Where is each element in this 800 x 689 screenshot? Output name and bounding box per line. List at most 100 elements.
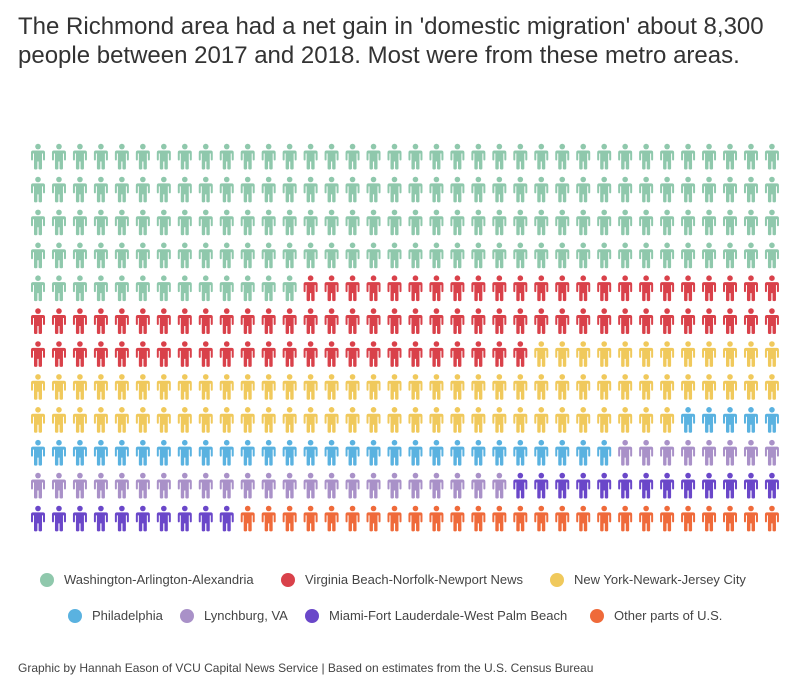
person-icon-lynchburg bbox=[114, 472, 129, 499]
person-icon-new-york bbox=[31, 407, 45, 433]
person-icon-other bbox=[723, 505, 738, 532]
person-icon-washington bbox=[681, 176, 696, 203]
person-icon-washington bbox=[51, 209, 66, 236]
person-icon-miami bbox=[93, 505, 108, 532]
person-icon-washington bbox=[93, 209, 108, 236]
person-icon-new-york bbox=[240, 407, 255, 433]
person-icon-virginia-beach bbox=[156, 308, 171, 334]
person-icon-new-york bbox=[135, 374, 150, 400]
person-icon-virginia-beach bbox=[303, 308, 318, 334]
person-icon-new-york bbox=[282, 374, 297, 400]
person-icon-virginia-beach bbox=[723, 308, 738, 334]
person-icon-lynchburg bbox=[408, 472, 423, 499]
person-icon-washington bbox=[93, 242, 108, 269]
person-icon-washington bbox=[135, 209, 150, 236]
person-icon-miami bbox=[723, 472, 738, 499]
person-icon-new-york bbox=[345, 374, 360, 400]
person-icon-washington bbox=[51, 275, 66, 302]
person-icon-virginia-beach bbox=[387, 341, 402, 367]
person-icon-washington bbox=[723, 143, 738, 170]
person-icon-virginia-beach bbox=[492, 275, 507, 302]
person-icon-lynchburg bbox=[219, 472, 234, 499]
person-icon-washington bbox=[660, 209, 675, 236]
person-icon-virginia-beach bbox=[114, 341, 129, 367]
person-icon-miami bbox=[660, 472, 675, 499]
person-icon-new-york bbox=[639, 374, 654, 400]
person-icon-new-york bbox=[198, 374, 213, 400]
person-icon-virginia-beach bbox=[282, 341, 297, 367]
legend-item-miami: Miami-Fort Lauderdale-West Palm Beach bbox=[305, 608, 567, 623]
person-icon-new-york bbox=[240, 374, 255, 400]
person-icon-miami bbox=[702, 472, 717, 499]
person-icon-lynchburg bbox=[31, 472, 45, 499]
person-icon-washington bbox=[618, 242, 633, 269]
person-icon-philadelphia bbox=[702, 407, 717, 433]
person-icon-washington bbox=[387, 209, 402, 236]
person-icon-virginia-beach bbox=[555, 275, 570, 302]
person-icon-virginia-beach bbox=[429, 341, 444, 367]
person-icon-virginia-beach bbox=[261, 341, 276, 367]
person-icon-washington bbox=[450, 209, 465, 236]
legend-item-washington: Washington-Arlington-Alexandria bbox=[40, 572, 254, 587]
person-icon-virginia-beach bbox=[156, 341, 171, 367]
person-icon-virginia-beach bbox=[219, 341, 234, 367]
person-icon-new-york bbox=[72, 407, 87, 433]
legend-swatch-miami bbox=[305, 608, 319, 623]
person-icon-virginia-beach bbox=[492, 341, 507, 367]
person-icon-philadelphia bbox=[471, 439, 486, 466]
person-icon-lynchburg bbox=[198, 472, 213, 499]
person-icon-lynchburg bbox=[93, 472, 108, 499]
person-icon-virginia-beach bbox=[366, 308, 381, 334]
person-icon-new-york bbox=[114, 374, 129, 400]
legend-item-virginia-beach: Virginia Beach-Norfolk-Newport News bbox=[281, 572, 523, 587]
person-icon-washington bbox=[576, 176, 591, 203]
person-icon-washington bbox=[702, 143, 717, 170]
person-icon-washington bbox=[639, 143, 654, 170]
person-icon-virginia-beach bbox=[618, 275, 633, 302]
person-icon-other bbox=[471, 505, 486, 532]
person-icon-miami bbox=[31, 505, 45, 532]
person-icon-new-york bbox=[261, 374, 276, 400]
person-icon-washington bbox=[51, 143, 66, 170]
person-icon-washington bbox=[261, 143, 276, 170]
person-icon-philadelphia bbox=[513, 439, 528, 466]
person-icon-new-york bbox=[576, 407, 591, 433]
person-icon-washington bbox=[303, 242, 318, 269]
person-icon-washington bbox=[177, 143, 192, 170]
person-icon-washington bbox=[639, 209, 654, 236]
person-icon-virginia-beach bbox=[576, 308, 591, 334]
person-icon-miami bbox=[219, 505, 234, 532]
person-icon-virginia-beach bbox=[743, 275, 758, 302]
person-icon-washington bbox=[324, 143, 339, 170]
legend-item-lynchburg: Lynchburg, VA bbox=[180, 608, 288, 623]
person-icon-washington bbox=[261, 275, 276, 302]
person-icon-virginia-beach bbox=[324, 275, 339, 302]
person-icon-new-york bbox=[660, 374, 675, 400]
person-icon-other bbox=[702, 505, 717, 532]
person-icon-virginia-beach bbox=[408, 275, 423, 302]
person-icon-virginia-beach bbox=[324, 308, 339, 334]
person-icon-washington bbox=[555, 242, 570, 269]
person-icon-washington bbox=[324, 176, 339, 203]
person-icon-other bbox=[429, 505, 444, 532]
person-icon-washington bbox=[764, 242, 779, 269]
person-icon-virginia-beach bbox=[408, 341, 423, 367]
person-icon-philadelphia bbox=[408, 439, 423, 466]
person-icon-new-york bbox=[156, 407, 171, 433]
person-icon-washington bbox=[177, 242, 192, 269]
person-icon-new-york bbox=[114, 407, 129, 433]
person-icon-new-york bbox=[597, 341, 612, 367]
person-icon-washington bbox=[429, 242, 444, 269]
person-icon-other bbox=[681, 505, 696, 532]
person-icon-washington bbox=[534, 143, 549, 170]
person-icon-washington bbox=[282, 242, 297, 269]
person-icon-virginia-beach bbox=[31, 341, 45, 367]
person-icon-washington bbox=[597, 242, 612, 269]
person-icon-washington bbox=[72, 143, 87, 170]
person-icon-washington bbox=[429, 176, 444, 203]
person-icon-washington bbox=[93, 143, 108, 170]
person-icon-other bbox=[743, 505, 758, 532]
person-icon-virginia-beach bbox=[324, 341, 339, 367]
person-icon-virginia-beach bbox=[303, 275, 318, 302]
person-icon-lynchburg bbox=[240, 472, 255, 499]
